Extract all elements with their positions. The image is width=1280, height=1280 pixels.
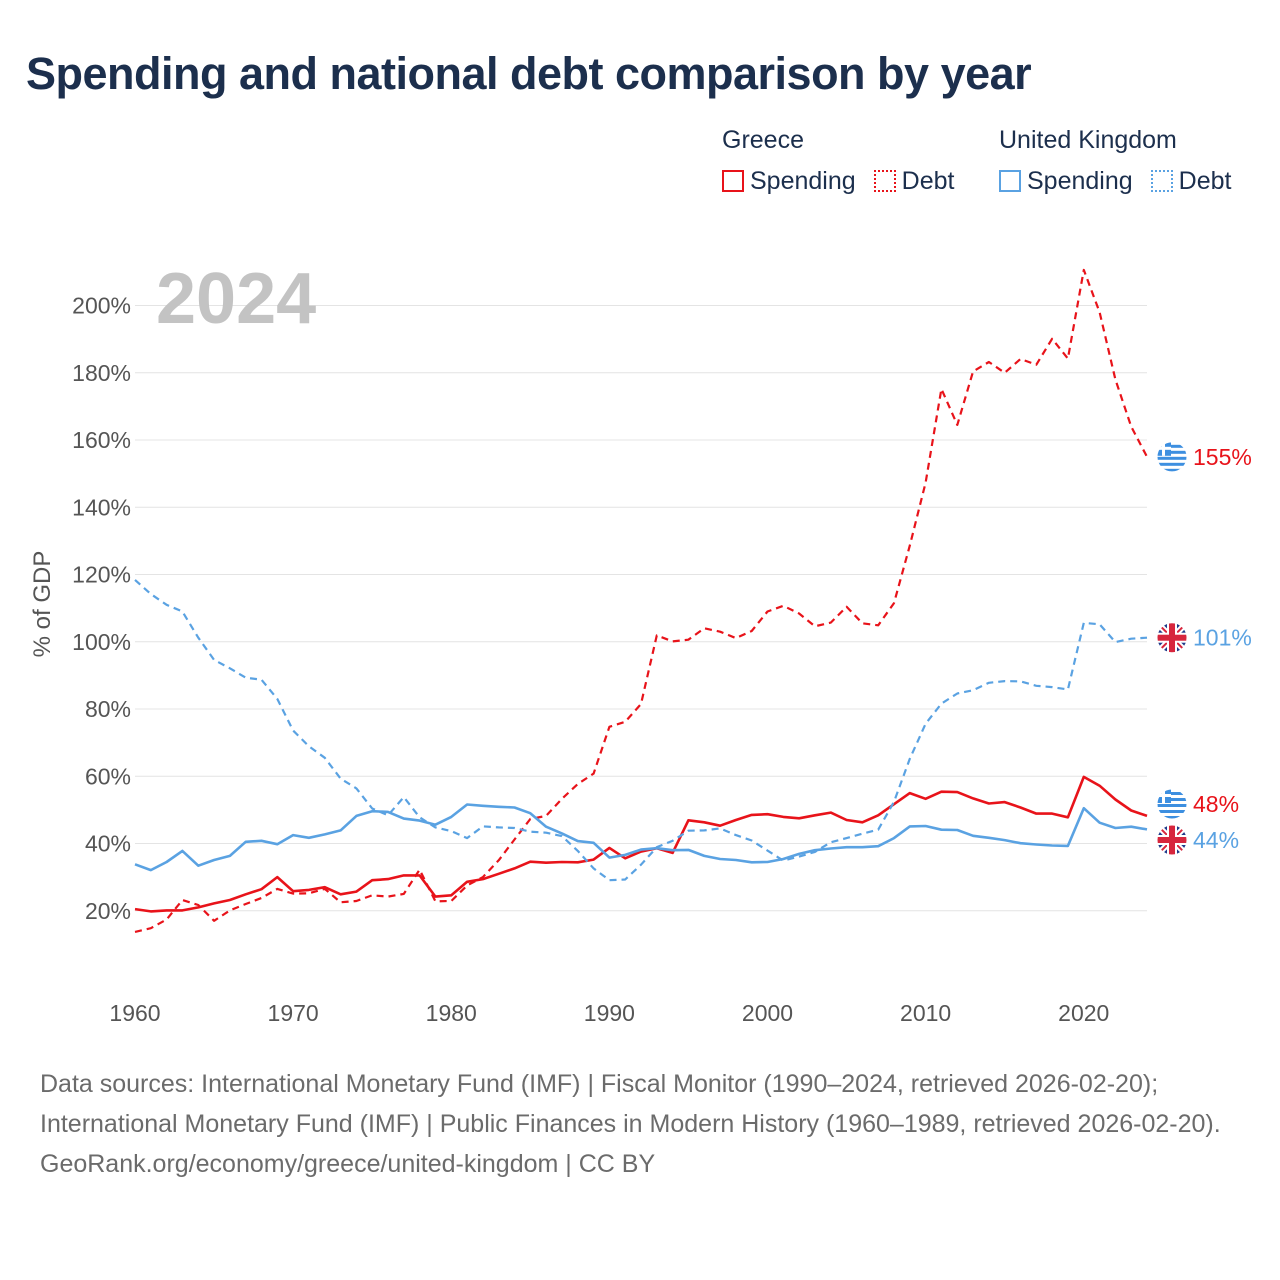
credit-link[interactable]: GeoRank.org/economy/greece/united-kingdo… [40,1150,656,1178]
legend-item-greece-spending[interactable]: Spending [722,166,856,196]
y-tick-label: 140% [72,494,131,520]
legend-label: Spending [750,167,856,195]
y-axis-label: % of GDP [29,551,56,658]
x-tick-label: 2010 [900,1000,951,1026]
legend-label: Debt [901,167,955,195]
x-tick-label: 1980 [426,1000,477,1026]
x-tick-label: 1970 [268,1000,319,1026]
uk-flag-icon [1156,824,1188,856]
x-tick-label: 2000 [742,1000,793,1026]
y-tick-label: 40% [85,831,131,857]
y-tick-label: 180% [72,360,131,386]
end-value-label: 101% [1193,625,1252,651]
legend-item-uk-spending[interactable]: Spending [999,166,1133,196]
x-tick-label: 1990 [584,1000,635,1026]
series-line-united-kingdom-debt[interactable] [134,579,1148,882]
legend-heading-greece: Greece [722,126,804,154]
legend-label: Spending [1027,167,1133,195]
legend-swatch-solid-icon [722,170,744,192]
y-tick-label: 160% [72,427,131,453]
legend-label: Debt [1178,167,1232,195]
uk-flag-icon [1156,622,1188,654]
greece-flag-icon [1156,788,1188,820]
legend-item-uk-debt[interactable]: Debt [1150,166,1232,196]
legend-heading-uk: United Kingdom [999,126,1177,154]
x-tick-label: 2020 [1058,1000,1109,1026]
y-tick-label: 120% [72,562,131,588]
line-chart: 2024 20% 40% 60% 80% 100% 120% 140% 160% 180% 200… [29,259,1252,1026]
x-tick-label: 1960 [109,1000,160,1026]
y-tick-label: 100% [72,629,131,655]
y-tick-label: 80% [85,696,131,722]
y-axis: 20% 40% 60% 80% 100% 120% 140% 160% 180% 200% [72,293,131,924]
legend-item-greece-debt[interactable]: Debt [873,166,955,196]
legend-swatch-dotted-icon [1150,170,1173,192]
end-value-label: 155% [1193,444,1252,470]
x-axis: 1960 1970 1980 1990 2000 2010 2020 [109,1000,1109,1026]
series-lines [134,268,1148,933]
end-labels: 48% 155% 44% 101% [1156,441,1252,856]
legend-group-greece: Greece Spending Debt [722,124,972,196]
data-sources: Data sources: International Monetary Fun… [40,1070,1221,1138]
end-value-label: 48% [1193,791,1239,817]
end-value-label: 44% [1193,827,1239,853]
y-tick-label: 20% [85,898,131,924]
greece-flag-icon [1156,441,1188,473]
y-tick-label: 200% [72,293,131,319]
legend-group-uk: United Kingdom Spending Debt [999,124,1249,196]
series-line-greece-spending[interactable] [134,775,1148,913]
footer: Data sources: International Monetary Fun… [40,1064,1240,1184]
year-watermark: 2024 [156,259,316,339]
series-line-greece-debt[interactable] [134,268,1148,933]
legend-swatch-solid-icon [999,170,1021,192]
grid-lines [135,305,1147,912]
y-tick-label: 60% [85,763,131,789]
chart-title: Spending and national debt comparison by… [26,48,1032,99]
series-line-united-kingdom-spending[interactable] [134,803,1148,872]
legend-swatch-dotted-icon [873,170,896,192]
